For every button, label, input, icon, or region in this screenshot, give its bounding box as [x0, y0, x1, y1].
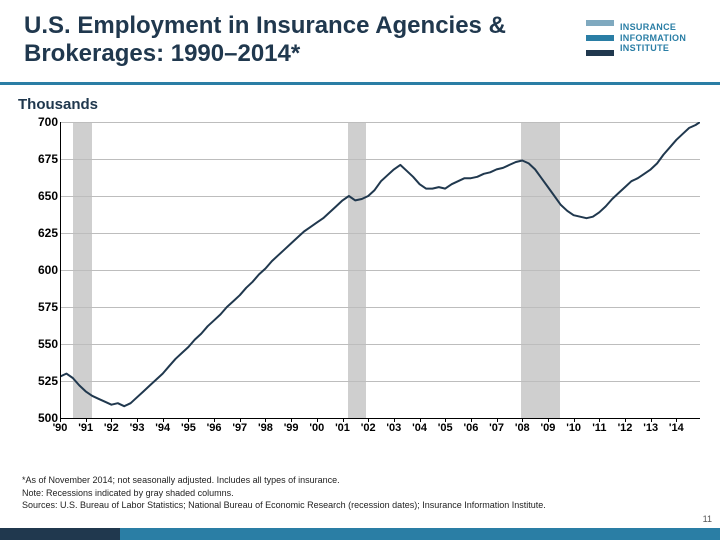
logo-bar — [586, 20, 614, 26]
y-axis-label: Thousands — [18, 96, 98, 113]
x-tick-label: '93 — [125, 422, 150, 434]
footnotes: *As of November 2014; not seasonally adj… — [22, 474, 690, 512]
x-tick-label: '01 — [330, 422, 355, 434]
logo-bar — [586, 50, 614, 56]
page-title: U.S. Employment in Insurance Agencies & … — [24, 12, 580, 67]
y-tick-label: 600 — [20, 263, 58, 277]
y-tick-label: 575 — [20, 300, 58, 314]
y-tick-label: 700 — [20, 115, 58, 129]
y-tick-label: 625 — [20, 226, 58, 240]
y-tick-label: 650 — [20, 189, 58, 203]
x-tick-label: '92 — [99, 422, 124, 434]
plot-area — [60, 122, 700, 418]
logo-bar — [586, 35, 614, 41]
x-tick-label: '09 — [535, 422, 560, 434]
x-tick-label: '90 — [48, 422, 73, 434]
x-tick-label: '02 — [356, 422, 381, 434]
footnote-line: Note: Recessions indicated by gray shade… — [22, 487, 690, 500]
employment-line-chart: 500525550575600625650675700'90'91'92'93'… — [18, 122, 702, 440]
slide: U.S. Employment in Insurance Agencies & … — [0, 0, 720, 540]
y-tick-label: 675 — [20, 152, 58, 166]
footer-bar-dark — [0, 528, 120, 540]
series-line — [60, 122, 700, 418]
x-tick-label: '04 — [407, 422, 432, 434]
footer-bar — [0, 528, 720, 540]
x-axis — [60, 418, 700, 419]
x-tick-label: '07 — [484, 422, 509, 434]
logo-text: INSURANCE INFORMATION INSTITUTE — [620, 22, 686, 53]
footnote-line: Sources: U.S. Bureau of Labor Statistics… — [22, 499, 690, 512]
logo-line: INFORMATION — [620, 33, 686, 43]
y-axis — [60, 122, 61, 418]
x-tick-label: '91 — [73, 422, 98, 434]
title-rule — [0, 82, 720, 85]
x-tick-label: '13 — [638, 422, 663, 434]
x-tick-label: '12 — [613, 422, 638, 434]
x-tick-label: '03 — [381, 422, 406, 434]
x-tick-label: '00 — [304, 422, 329, 434]
x-tick-label: '97 — [227, 422, 252, 434]
logo-line: INSURANCE — [620, 22, 686, 32]
x-tick-label: '11 — [587, 422, 612, 434]
page-number: 11 — [703, 514, 712, 524]
title-block: U.S. Employment in Insurance Agencies & … — [24, 12, 580, 67]
footnote-line: *As of November 2014; not seasonally adj… — [22, 474, 690, 487]
x-tick-label: '94 — [150, 422, 175, 434]
x-tick-label: '98 — [253, 422, 278, 434]
x-tick-label: '96 — [202, 422, 227, 434]
x-tick-label: '10 — [561, 422, 586, 434]
logo-line: INSTITUTE — [620, 43, 686, 53]
x-tick-label: '14 — [664, 422, 689, 434]
logo-bars-icon — [586, 20, 614, 56]
y-tick-label: 550 — [20, 337, 58, 351]
iii-logo: INSURANCE INFORMATION INSTITUTE — [586, 18, 706, 58]
x-tick-label: '06 — [458, 422, 483, 434]
y-tick-label: 525 — [20, 374, 58, 388]
x-tick-label: '08 — [510, 422, 535, 434]
x-tick-label: '99 — [279, 422, 304, 434]
x-tick-label: '05 — [433, 422, 458, 434]
x-tick-label: '95 — [176, 422, 201, 434]
